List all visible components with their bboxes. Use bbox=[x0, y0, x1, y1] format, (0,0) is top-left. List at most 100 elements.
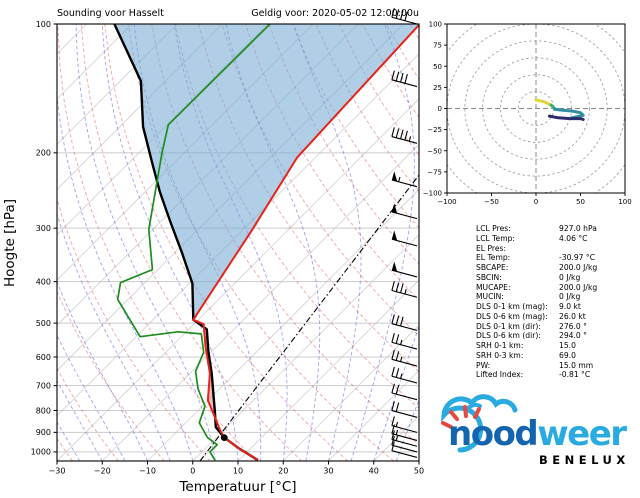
wind-barb bbox=[391, 350, 418, 367]
moist-adiabat-line bbox=[395, 398, 419, 461]
logo-wordmark: noodweer bbox=[448, 414, 627, 454]
isotherm-line bbox=[101, 143, 419, 461]
stat-value: 9.0 kt bbox=[559, 302, 581, 311]
barb-full bbox=[395, 368, 400, 378]
dry-adiabat-line bbox=[57, 290, 165, 461]
barb-full bbox=[391, 314, 395, 324]
hodo-y-tick-label: −100 bbox=[423, 190, 442, 198]
hodo-y-tick-label: −75 bbox=[427, 168, 442, 176]
stat-label: DLS 0-1 km (mag): bbox=[476, 302, 548, 311]
wind-barb bbox=[391, 261, 418, 278]
x-tick-label: −10 bbox=[139, 467, 156, 476]
hodograph-panel: −100 −50 0 50 100 −100 −75 −50 −25 0 25 50 75 100 bbox=[423, 21, 632, 207]
barb-pennant bbox=[391, 171, 398, 182]
moist-adiabat-line bbox=[101, 24, 239, 461]
dry-adiabat-line bbox=[80, 24, 303, 461]
barb-full bbox=[395, 315, 400, 325]
moist-adiabat-line bbox=[75, 24, 216, 461]
hodo-y-tick-label: −25 bbox=[427, 126, 442, 134]
stat-value: 927.0 hPa bbox=[559, 224, 597, 233]
barb-staff bbox=[391, 179, 418, 188]
barb-full bbox=[391, 281, 395, 291]
hodo-x-tick-label: −100 bbox=[437, 198, 456, 206]
y-tick-label: 600 bbox=[36, 353, 51, 362]
barb-full bbox=[395, 9, 400, 19]
stat-row: SBCAPE: 200.0 J/kg bbox=[476, 263, 640, 273]
stat-value: 15.0 mm bbox=[559, 360, 594, 370]
y-tick-label: 100 bbox=[36, 20, 51, 29]
barb-full bbox=[395, 402, 400, 412]
stat-label: SBCIN: bbox=[476, 272, 502, 282]
stat-row: EL Pres: bbox=[476, 244, 640, 254]
wind-barb bbox=[391, 401, 418, 418]
barb-staff bbox=[391, 439, 418, 447]
barb-pennant bbox=[391, 261, 398, 272]
x-axis-label: Temperatuur [°C] bbox=[178, 479, 296, 495]
stats-panel: LCL Pres: 927.0 hPa LCL Temp: 4.06 °C EL Pre… bbox=[476, 224, 640, 380]
stat-row: SRH 0-3 km: 69.0 bbox=[476, 351, 640, 361]
hodo-y-tick-label: 0 bbox=[438, 105, 442, 113]
isotherm-line bbox=[57, 98, 419, 461]
y-tick-label: 400 bbox=[36, 277, 51, 286]
hodo-y-tick-label: 100 bbox=[429, 21, 442, 29]
wind-barb bbox=[391, 333, 418, 350]
stat-label: LCL Temp: bbox=[476, 233, 515, 243]
barb-full bbox=[404, 73, 408, 84]
x-tick-label: −30 bbox=[49, 467, 66, 476]
x-tick-label: −20 bbox=[94, 467, 111, 476]
stat-row: DLS 0-1 km (mag): 9.0 kt bbox=[476, 302, 640, 312]
barb-full bbox=[391, 430, 395, 440]
red-rays-icon bbox=[441, 405, 481, 429]
stat-label: DLS 0-1 km (dir): bbox=[476, 321, 541, 331]
logo-word-weer: weer bbox=[537, 414, 627, 454]
skewt-curves bbox=[113, 24, 419, 461]
barb-half bbox=[408, 136, 412, 142]
logo-subtitle: BENELUX bbox=[539, 453, 630, 467]
barb-pennant bbox=[391, 203, 398, 214]
stat-row: MUCAPE: 200.0 J/kg bbox=[476, 283, 640, 293]
stat-value: 26.0 kt bbox=[559, 311, 586, 321]
barb-full bbox=[404, 130, 408, 141]
moist-adiabat-line bbox=[133, 24, 262, 461]
x-tick-label: 30 bbox=[323, 467, 333, 476]
logo-graphic: noodweer BENELUX bbox=[441, 394, 630, 467]
moist-adiabat-line bbox=[57, 91, 194, 461]
x-tick-label: 0 bbox=[190, 467, 195, 476]
barb-staff bbox=[391, 444, 418, 453]
hodo-seg-low bbox=[547, 114, 585, 121]
barb-staff bbox=[391, 16, 418, 25]
logo-word-nood: nood bbox=[448, 414, 537, 454]
hodo-y-tick-label: 75 bbox=[433, 42, 442, 50]
isotherm-line bbox=[57, 24, 133, 100]
logo: noodweer BENELUX bbox=[420, 386, 640, 490]
wind-barb bbox=[391, 441, 418, 458]
wind-barb bbox=[391, 127, 418, 144]
y-tick-label: 700 bbox=[36, 381, 51, 390]
barb-full bbox=[400, 72, 404, 83]
barb-half bbox=[400, 373, 403, 379]
stat-label: SRH 0-1 km: bbox=[476, 341, 524, 350]
barb-full bbox=[391, 350, 395, 360]
y-tick-label: 1000 bbox=[31, 448, 51, 457]
stat-label: MUCAPE: bbox=[476, 282, 511, 292]
barb-staff bbox=[391, 79, 418, 88]
hodo-seg-high bbox=[534, 98, 553, 107]
dry-adiabat-line bbox=[268, 24, 419, 265]
skewt-axes: −30 −20 −10 0 10 20 30 40 50 100 200 300 400 500 600 70… bbox=[31, 20, 424, 476]
dry-adiabat-line bbox=[245, 24, 419, 301]
barb-full bbox=[395, 334, 400, 344]
stat-label: DLS 0-6 km (dir): bbox=[476, 331, 541, 341]
moist-adiabat-line bbox=[293, 24, 362, 461]
isotherm-line bbox=[192, 234, 419, 461]
barb-full bbox=[391, 441, 395, 451]
wind-barb bbox=[391, 430, 418, 447]
stat-value: 200.0 J/kg bbox=[559, 282, 598, 292]
cloud-icon bbox=[441, 394, 518, 453]
hodo-x-tick-label: 0 bbox=[534, 198, 538, 206]
wind-barb bbox=[391, 171, 418, 188]
barb-full bbox=[391, 70, 395, 80]
barb-full bbox=[400, 316, 404, 327]
dry-adiabat-line bbox=[57, 24, 257, 461]
